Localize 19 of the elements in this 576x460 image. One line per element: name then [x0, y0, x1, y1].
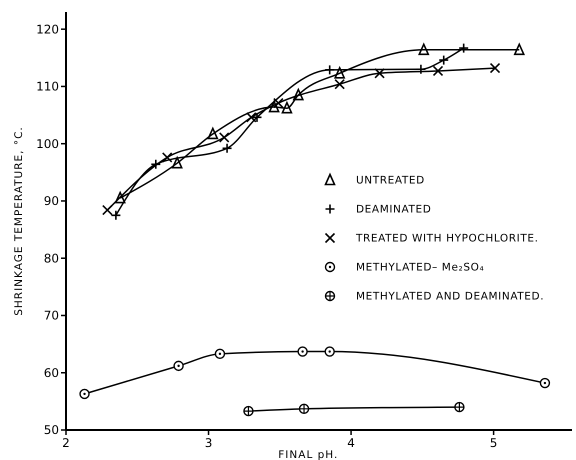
- y-tick-label: 60: [44, 366, 59, 380]
- legend-label: UNTREATED: [356, 174, 425, 187]
- y-tick-label: 70: [44, 308, 59, 323]
- y-tick-label: 100: [36, 136, 59, 151]
- legend-label: TREATED WITH HYPOCHLORITE.: [355, 232, 539, 245]
- y-tick-label: 80: [44, 251, 59, 266]
- y-tick-label: 50: [44, 423, 59, 438]
- x-tick-label: 2: [62, 436, 70, 450]
- y-axis-title: SHRINKAGE TEMPERATURE, °C.: [13, 126, 25, 316]
- y-tick-label: 90: [44, 194, 59, 208]
- legend-label: DEAMINATED: [356, 204, 432, 216]
- x-tick-label: 3: [204, 436, 212, 450]
- y-tick-label: 110: [36, 80, 59, 94]
- legend-label: METHYLATED AND DEAMINATED.: [356, 290, 544, 303]
- x-tick-label: 5: [490, 436, 498, 450]
- y-tick-label: 120: [36, 22, 59, 36]
- x-tick-label: 4: [347, 436, 355, 450]
- legend-label: METHYLATED– Me₂SO₄: [356, 262, 484, 274]
- x-axis-title: FINAL pH.: [278, 449, 338, 460]
